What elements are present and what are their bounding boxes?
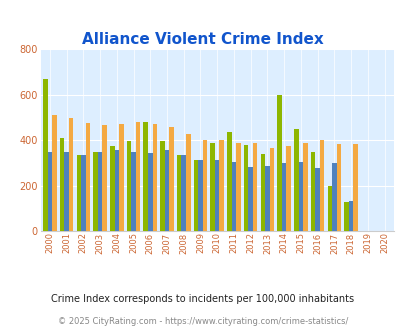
Text: © 2025 CityRating.com - https://www.cityrating.com/crime-statistics/: © 2025 CityRating.com - https://www.city… [58, 317, 347, 326]
Bar [277, 95, 281, 231]
Bar [352, 144, 357, 231]
Bar [202, 140, 207, 231]
Bar [198, 160, 202, 231]
Text: Crime Index corresponds to incidents per 100,000 inhabitants: Crime Index corresponds to incidents per… [51, 294, 354, 304]
Bar [286, 146, 290, 231]
Bar [119, 124, 123, 231]
Bar [110, 146, 114, 231]
Bar [219, 140, 224, 231]
Bar [143, 122, 148, 231]
Bar [193, 160, 198, 231]
Bar [227, 132, 231, 231]
Bar [81, 155, 85, 231]
Bar [152, 124, 157, 231]
Bar [160, 141, 164, 231]
Bar [243, 146, 248, 231]
Bar [331, 163, 336, 231]
Bar [264, 166, 269, 231]
Bar [303, 143, 307, 231]
Bar [214, 160, 219, 231]
Bar [148, 153, 152, 231]
Bar [310, 152, 315, 231]
Bar [252, 143, 257, 231]
Bar [248, 167, 252, 231]
Bar [181, 155, 185, 231]
Bar [164, 150, 169, 231]
Bar [102, 125, 107, 231]
Bar [131, 151, 135, 231]
Bar [319, 140, 324, 231]
Bar [85, 122, 90, 231]
Bar [336, 144, 340, 231]
Bar [210, 143, 214, 231]
Bar [126, 141, 131, 231]
Bar [281, 163, 286, 231]
Bar [231, 162, 236, 231]
Bar [47, 151, 52, 231]
Bar [76, 155, 81, 231]
Bar [93, 151, 98, 231]
Text: Alliance Violent Crime Index: Alliance Violent Crime Index [82, 32, 323, 47]
Bar [293, 129, 298, 231]
Bar [236, 143, 240, 231]
Bar [298, 162, 303, 231]
Bar [260, 154, 264, 231]
Bar [343, 202, 348, 231]
Bar [315, 168, 319, 231]
Bar [64, 151, 68, 231]
Bar [185, 134, 190, 231]
Bar [135, 122, 140, 231]
Bar [43, 79, 47, 231]
Bar [169, 127, 173, 231]
Bar [327, 185, 331, 231]
Bar [348, 201, 352, 231]
Bar [52, 115, 56, 231]
Bar [60, 138, 64, 231]
Bar [177, 155, 181, 231]
Bar [68, 117, 73, 231]
Bar [114, 150, 119, 231]
Bar [98, 151, 102, 231]
Bar [269, 148, 273, 231]
